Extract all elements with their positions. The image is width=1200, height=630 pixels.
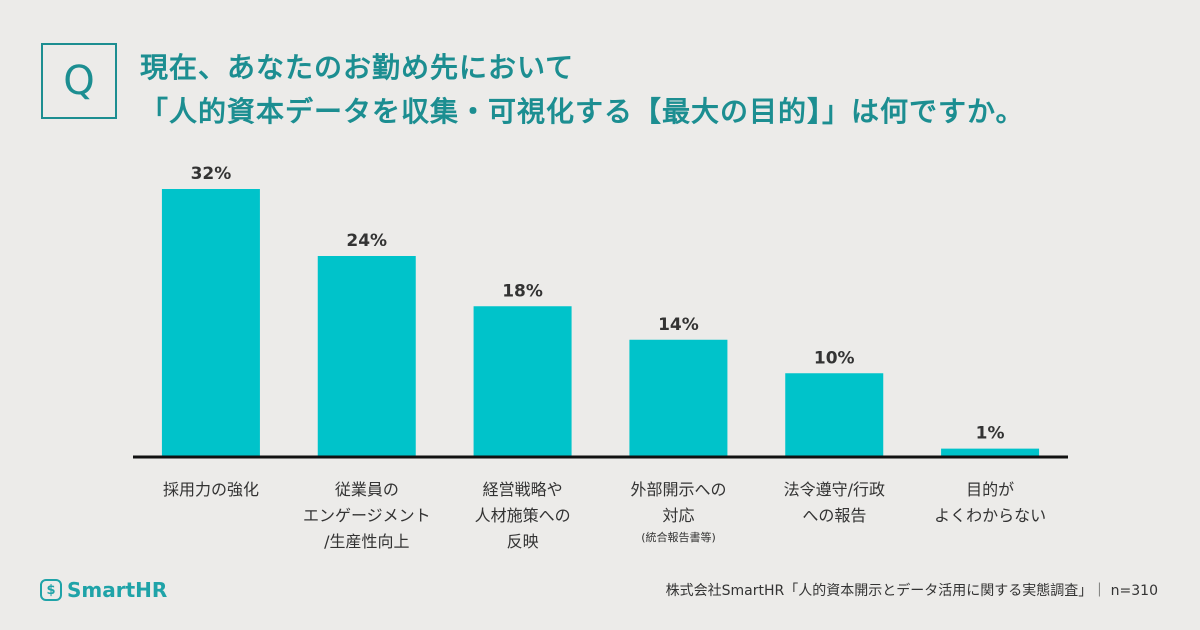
value-label: 14% <box>658 315 699 335</box>
bar <box>161 189 260 457</box>
bar <box>941 448 1040 457</box>
value-label: 24% <box>346 231 387 251</box>
x-tick-label: 外部開示への 対応 <box>630 480 727 525</box>
question-line: 「人的資本データを収集・可視化する【最大の目的】」は何ですか。 <box>140 95 1025 128</box>
source: 株式会社SmartHR「人的資本開示とデータ活用に関する実態調査」｜ n=310 <box>665 583 1158 599</box>
x-tick-label: 経営戦略や 人材施策への 反映 <box>474 480 571 551</box>
bar <box>317 256 416 457</box>
bar <box>629 339 728 457</box>
value-label: 1% <box>976 424 1005 444</box>
x-tick-label: 採用力の強化 <box>162 480 259 499</box>
x-tick-label: 法令遵守/行政 への報告 <box>783 480 886 525</box>
x-tick-label: 従業員の エンゲージメント /生産性向上 <box>302 480 431 551</box>
value-label: 32% <box>191 164 232 184</box>
logo-text: SmartHR <box>67 578 168 602</box>
value-label: 10% <box>814 348 855 368</box>
logo-icon: $ <box>40 579 62 601</box>
logo: $ SmartHR <box>40 578 167 602</box>
bar <box>473 306 572 457</box>
value-label: 18% <box>502 281 543 301</box>
x-tick-label: 目的が よくわからない <box>934 480 1047 525</box>
question-mark: Q <box>41 43 117 119</box>
question-line: 現在、あなたのお勤め先において <box>140 51 575 84</box>
x-tick-note: (統合報告書等) <box>641 531 716 544</box>
bar <box>785 373 884 457</box>
